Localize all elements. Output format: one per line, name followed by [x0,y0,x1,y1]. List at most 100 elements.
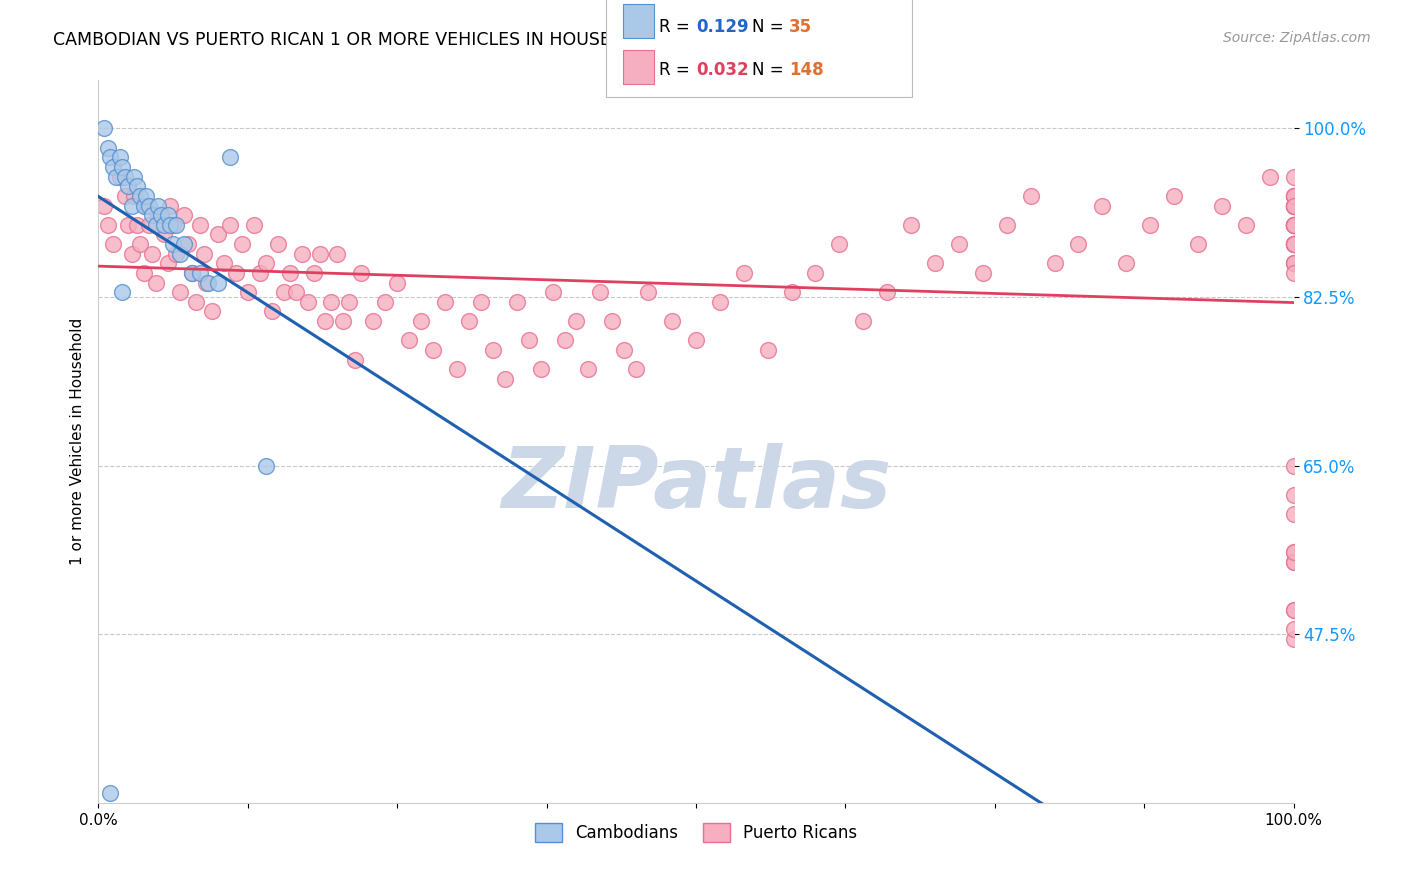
Point [129,237,152,252]
Point [1043,256,1066,270]
Point [111,285,134,300]
Point [201,304,224,318]
Point [876,285,898,300]
Point [1282,237,1305,252]
Point [254,256,277,270]
Point [1282,218,1305,232]
Point [169,246,191,260]
Point [1282,603,1305,617]
Point [153,218,176,232]
Point [186,294,208,309]
Point [138,198,160,212]
Point [219,150,242,164]
Point [273,285,295,300]
Point [149,208,172,222]
Point [1282,198,1305,212]
Point [195,276,218,290]
Point [1282,198,1305,212]
Point [481,343,505,357]
Point [173,208,195,222]
Point [156,256,179,270]
Point [1282,198,1305,212]
Point [1282,237,1305,252]
Point [1282,198,1305,212]
Point [339,294,361,309]
Point [756,343,779,357]
Point [1282,218,1305,232]
Point [1282,198,1305,212]
Point [93,198,115,212]
Point [626,362,648,376]
Point [212,256,235,270]
Point [98,150,122,164]
Point [321,294,343,309]
Text: ZIPatlas: ZIPatlas [501,443,891,526]
Point [470,294,492,309]
Point [733,266,755,280]
Point [1282,555,1305,569]
Point [780,285,803,300]
Point [1282,218,1305,232]
Point [148,198,170,212]
Point [148,208,170,222]
Point [1282,237,1305,252]
Point [326,246,349,260]
Text: 0.032: 0.032 [696,62,748,79]
Point [93,121,115,136]
Point [852,314,875,328]
Point [132,198,155,212]
Point [1282,256,1305,270]
Point [517,334,540,348]
Legend: Cambodians, Puerto Ricans: Cambodians, Puerto Ricans [529,816,863,848]
Point [177,237,200,252]
Point [159,198,181,212]
Point [105,169,128,184]
Point [1282,623,1305,637]
Point [541,285,564,300]
Point [350,266,373,280]
Point [260,304,283,318]
Point [398,334,420,348]
Point [411,314,433,328]
Point [141,208,163,222]
Point [554,334,576,348]
Point [1282,189,1305,203]
Point [278,266,301,280]
Point [156,208,179,222]
Point [613,343,636,357]
Point [1282,169,1305,184]
Point [1163,189,1185,203]
Point [1067,237,1090,252]
Point [363,314,385,328]
Point [236,285,259,300]
Point [1139,218,1161,232]
Point [315,314,337,328]
Point [302,266,325,280]
Point [332,314,354,328]
Point [243,218,266,232]
Point [180,266,202,280]
Point [1282,218,1305,232]
Point [98,786,122,800]
Point [446,362,468,376]
Point [188,218,211,232]
Point [1234,218,1257,232]
Point [1282,507,1305,521]
Point [385,276,409,290]
Point [135,189,157,203]
Point [1019,189,1042,203]
Point [1115,256,1137,270]
Point [225,266,247,280]
Point [1282,632,1305,646]
Point [828,237,851,252]
Point [231,237,253,252]
Text: R =: R = [659,62,696,79]
Point [506,294,529,309]
Point [308,246,330,260]
Point [1282,189,1305,203]
Point [108,169,131,184]
Point [135,198,157,212]
Point [1282,218,1305,232]
Point [1282,458,1305,473]
Point [565,314,588,328]
